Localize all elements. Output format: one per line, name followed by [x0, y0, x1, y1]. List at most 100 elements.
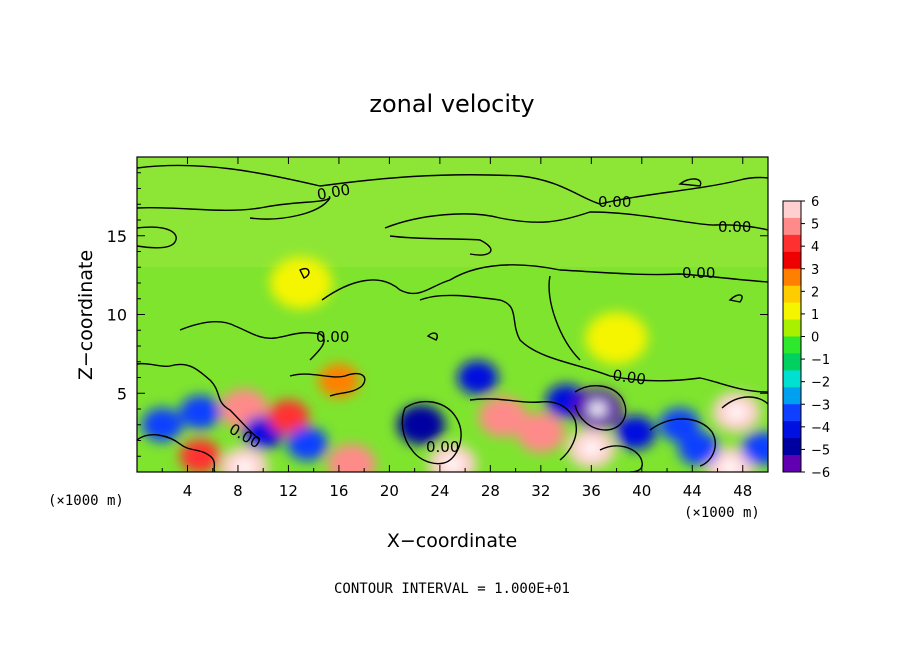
x-tick-label: 48 — [733, 482, 752, 500]
chart-title: zonal velocity — [369, 90, 534, 118]
colorbar-segment — [783, 455, 801, 473]
negative-cell — [741, 431, 768, 466]
x-axis: 4 8 12 16 20 24 28 32 36 40 44 48 — [161, 157, 752, 500]
positive-cell — [327, 444, 376, 472]
contour-line — [426, 332, 438, 341]
contour-line — [289, 372, 366, 397]
colorbar-tick-label: 3 — [811, 263, 819, 278]
colorbar-segment — [783, 234, 801, 253]
negative-cell — [457, 360, 499, 395]
y-axis: 5 10 15 — [107, 172, 768, 457]
contour-line — [548, 275, 581, 361]
colorbar-segment — [783, 336, 801, 354]
zero-contours — [137, 164, 768, 472]
positive-cell-core — [443, 457, 462, 472]
colorbar-segment — [783, 201, 801, 219]
contour-label: 0.00 — [611, 366, 647, 388]
negative-cell — [678, 431, 719, 466]
background-band — [137, 157, 768, 267]
negative-cell — [396, 404, 445, 445]
colorbar-segment — [783, 217, 801, 236]
colorbar-segment — [783, 370, 801, 388]
colorbar-tick-label: −1 — [811, 353, 830, 368]
colorbar-tick-label: 1 — [811, 308, 819, 323]
x-tick-label: 4 — [183, 482, 193, 500]
x-unit-left: (×1000 m) — [48, 493, 124, 509]
colorbar-tick-label: 4 — [811, 240, 819, 255]
x-tick-label: 24 — [430, 482, 449, 500]
positive-cell — [585, 312, 648, 365]
negative-cell — [141, 407, 183, 442]
colorbar-tick-label: −6 — [811, 466, 830, 481]
positive-cell — [179, 439, 221, 472]
contour-line — [419, 294, 768, 393]
contour-label: 0.00 — [682, 264, 715, 282]
colorbar-tick-label: −2 — [811, 376, 830, 391]
positive-cell — [706, 447, 755, 472]
anomaly-cells — [141, 257, 768, 472]
contour-line — [599, 445, 644, 472]
negative-cell — [179, 395, 221, 430]
contour-label: 0.00 — [316, 180, 352, 204]
contour-line — [401, 401, 462, 465]
negative-cell-core — [588, 402, 607, 416]
contour-label: 0.00 — [718, 218, 751, 236]
contour-label: 0.00 — [598, 193, 631, 211]
contour-line — [137, 226, 177, 249]
contour-line — [137, 434, 216, 472]
x-axis-label: X−coordinate — [387, 530, 517, 552]
contour-label: 0.00 — [316, 328, 349, 346]
contour-line — [728, 294, 743, 303]
contour-line — [137, 362, 261, 441]
colorbar-tick-label: 0 — [811, 331, 819, 346]
colorbar: 6 5 4 3 2 1 0 −1 −2 −3 −4 −5 −6 — [782, 195, 830, 481]
x-tick-label: 40 — [632, 482, 651, 500]
contour-line — [179, 320, 325, 361]
contour-line — [299, 268, 310, 279]
positive-cell — [516, 412, 565, 453]
contour-label: 0.00 — [426, 438, 459, 456]
x-tick-label: 8 — [233, 482, 243, 500]
positive-cell-core — [727, 405, 746, 420]
y-tick-label: 5 — [117, 384, 127, 403]
contour-line — [137, 197, 331, 220]
contour-line — [137, 164, 768, 205]
colorbar-segment — [783, 404, 801, 422]
contour-line — [469, 398, 577, 461]
x-tick-label: 32 — [531, 482, 550, 500]
colorbar-segment — [783, 251, 801, 270]
x-unit-right: (×1000 m) — [684, 505, 760, 521]
colorbar-segment — [783, 268, 801, 287]
colorbar-tick-label: −4 — [811, 421, 830, 436]
positive-cell — [318, 363, 360, 398]
contour-line — [721, 396, 768, 409]
negative-cell — [615, 415, 656, 450]
x-tick-label: 28 — [481, 482, 500, 500]
contour-line — [678, 178, 702, 187]
x-tick-label: 16 — [329, 482, 348, 500]
colorbar-tick-label: −3 — [811, 398, 830, 413]
contour-line — [389, 235, 492, 256]
contour-line — [384, 211, 768, 231]
positive-cell-core — [721, 460, 740, 472]
x-tick-label: 36 — [582, 482, 601, 500]
colorbar-tick-label: 5 — [811, 218, 819, 233]
colorbar-segment — [783, 421, 801, 439]
contour-line — [649, 418, 716, 467]
y-tick-label: 10 — [107, 306, 127, 325]
contour-line — [574, 385, 627, 431]
contour-interval: CONTOUR INTERVAL = 1.000E+01 — [334, 581, 570, 597]
x-tick-label: 20 — [380, 482, 399, 500]
y-axis-label: Z−coordinate — [75, 250, 97, 380]
colorbar-segment — [783, 302, 801, 321]
colorbar-tick-label: 6 — [811, 195, 819, 210]
positive-cell — [269, 257, 333, 309]
colorbar-segment — [783, 319, 801, 337]
plot-area: 0.00 0.00 0.00 0.00 0.00 0.00 0.00 0.00 — [137, 157, 768, 472]
contour-line — [321, 264, 768, 301]
x-tick-label: 44 — [683, 482, 702, 500]
positive-cell-core — [235, 460, 254, 472]
colorbar-tick-label: 2 — [811, 285, 819, 300]
colorbar-segment — [783, 438, 801, 456]
